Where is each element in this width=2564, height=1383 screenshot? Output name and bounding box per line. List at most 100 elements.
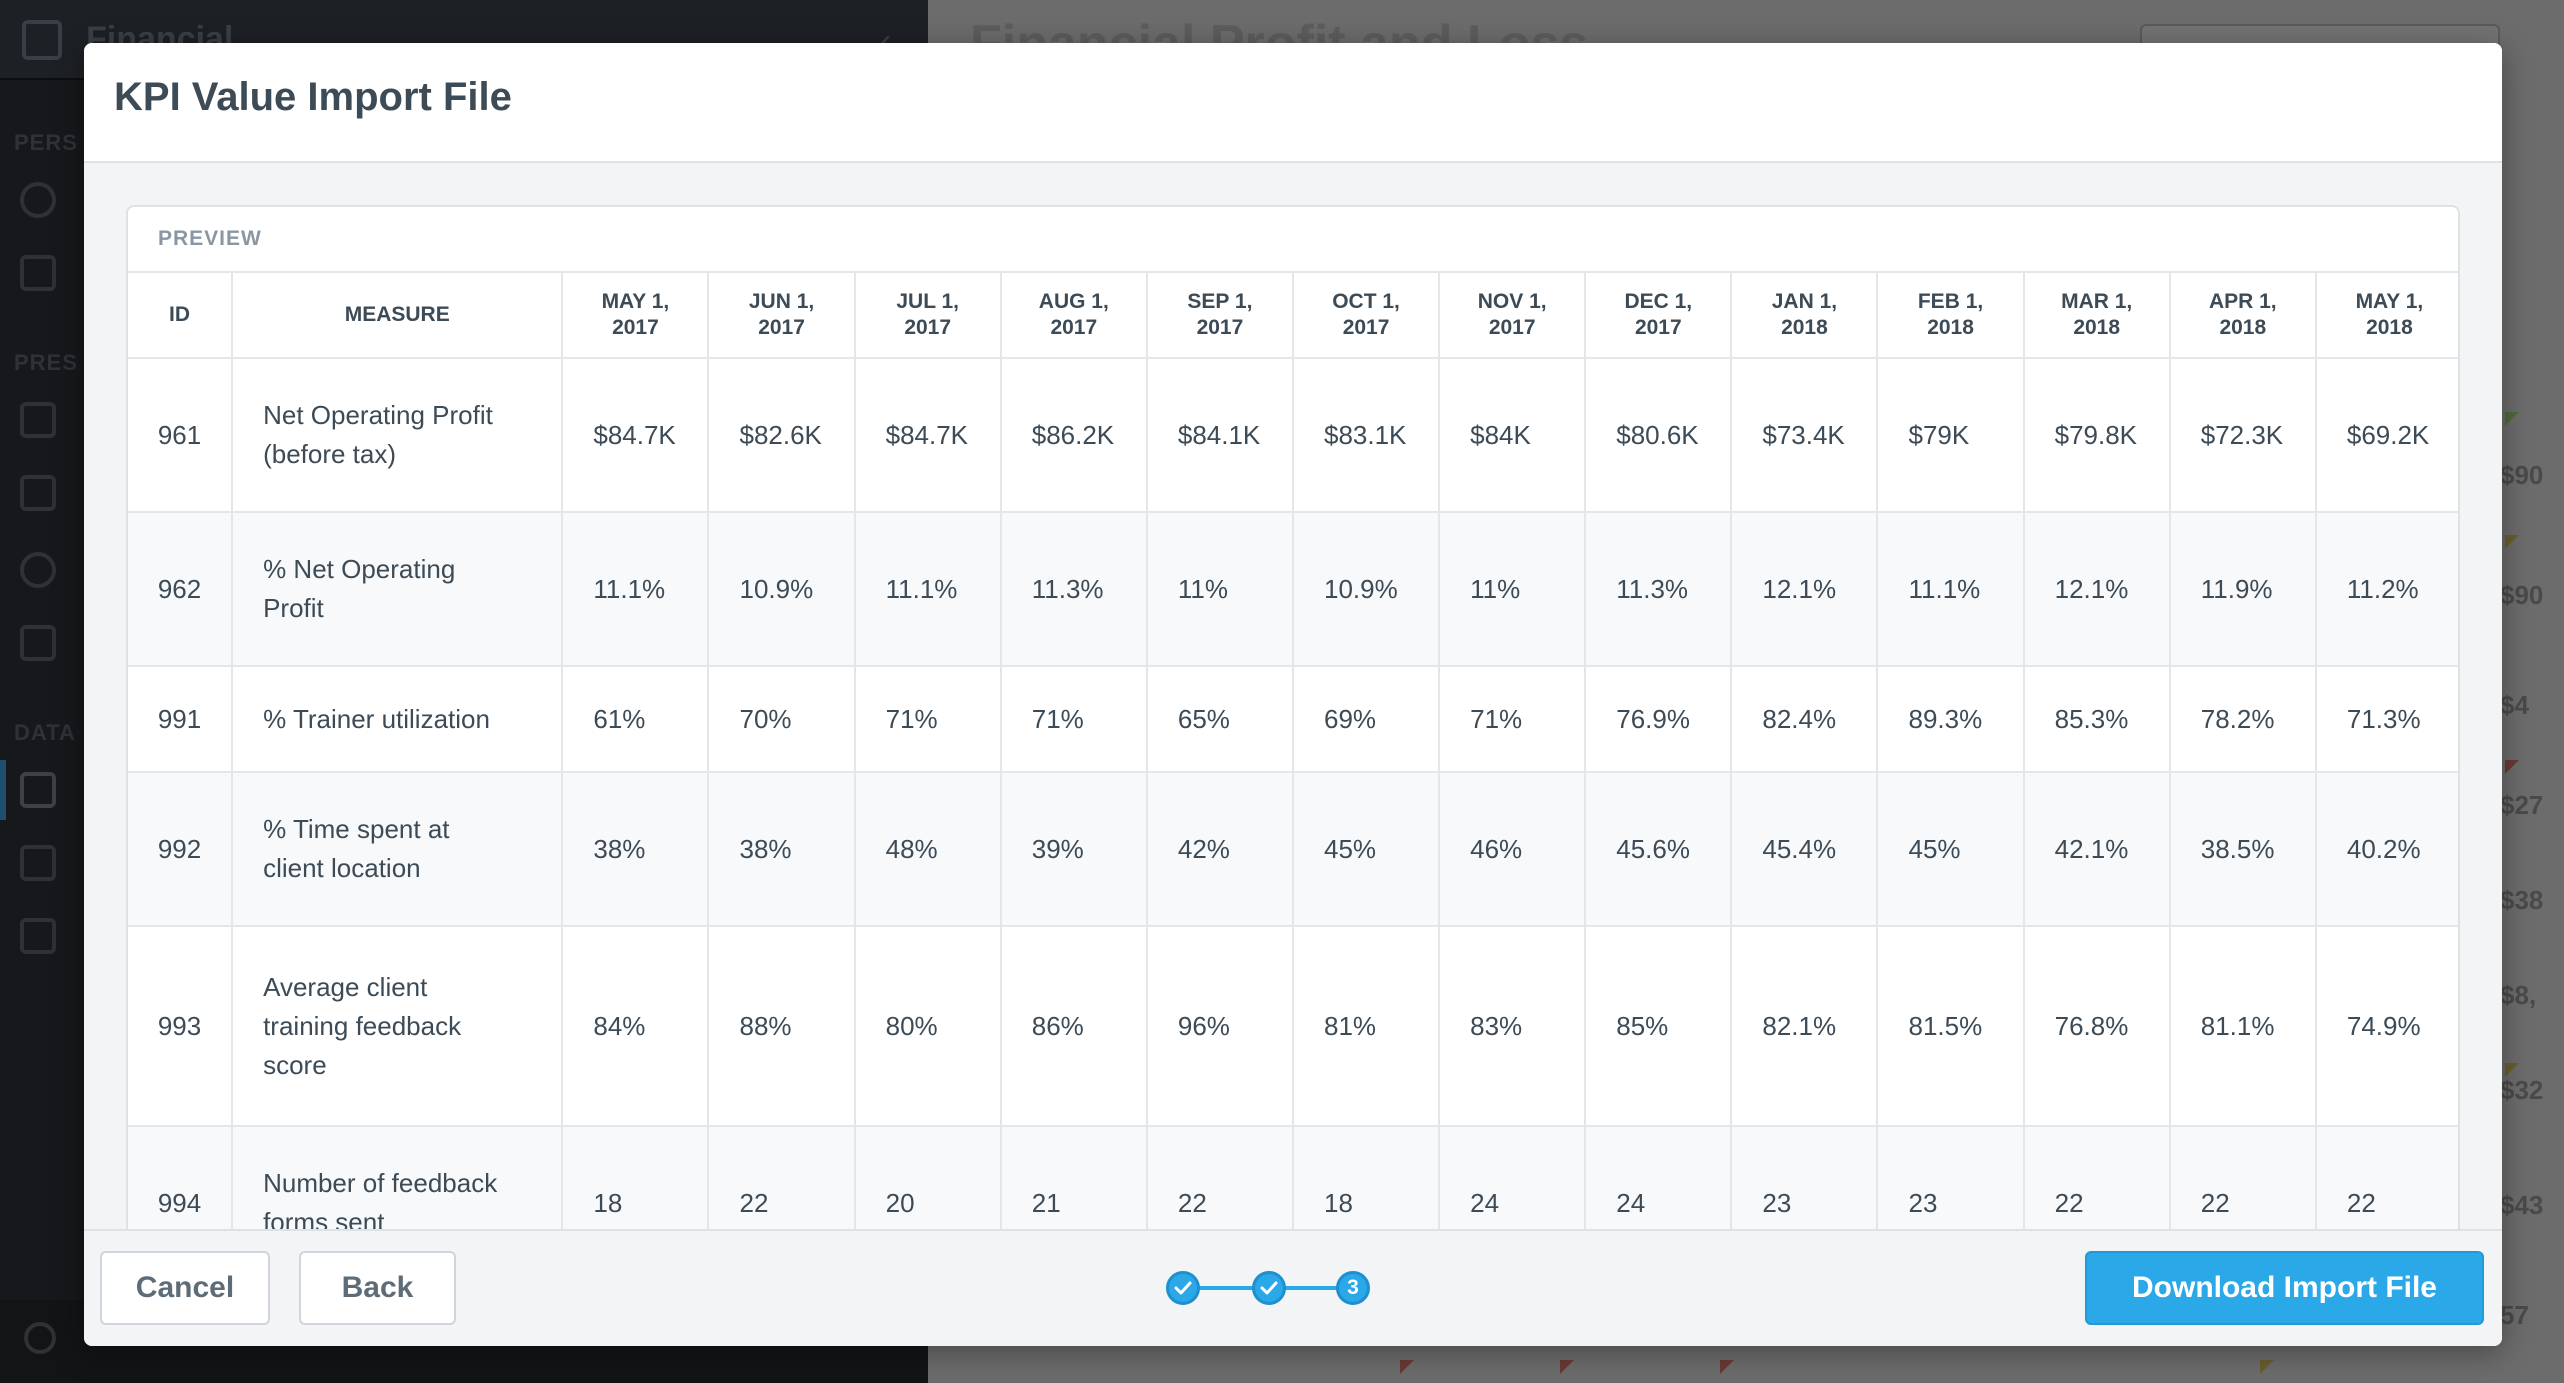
- cell-value: 88%: [707, 925, 856, 1127]
- cell-id: 962: [128, 511, 234, 667]
- column-header-date: OCT 1, 2017: [1291, 271, 1441, 359]
- status-flag-icon: [2505, 535, 2519, 549]
- status-flag-icon: [1560, 1360, 1574, 1374]
- cell-value: 46%: [1438, 771, 1587, 927]
- cell-value: 11%: [1145, 511, 1294, 667]
- measure-line: (before tax): [263, 439, 397, 469]
- cell-value: 11.1%: [853, 511, 1002, 667]
- cell-value: 45.4%: [1730, 771, 1879, 927]
- pie-chart-icon: [20, 552, 56, 588]
- download-import-file-button[interactable]: Download Import File: [2085, 1251, 2484, 1325]
- column-header-date: AUG 1, 2017: [999, 271, 1148, 359]
- column-header-date: MAY 1, 2018: [2314, 271, 2458, 359]
- check-icon: [1174, 1281, 1192, 1295]
- column-header-date-part: DEC 1,: [1624, 290, 1693, 313]
- table-row: 992% Time spent at client location 38% 38% 4…: [128, 771, 2458, 927]
- background-value: $43: [2500, 1190, 2544, 1220]
- step-number: 3: [1347, 1276, 1359, 1299]
- cell-value: 85.3%: [2022, 665, 2171, 773]
- status-flag-icon: [1400, 1360, 1414, 1374]
- cell-value: 84%: [561, 925, 710, 1127]
- cell-value: 86%: [999, 925, 1148, 1127]
- measure-line: % Trainer utilization: [263, 703, 490, 734]
- column-header-date-part: MAY 1,: [2355, 290, 2424, 313]
- column-header-date: JUL 1, 2017: [853, 271, 1002, 359]
- cell-value: 11.1%: [561, 511, 710, 667]
- preview-table: ID MEASURE MAY 1, 2017 JUN 1, 2017 JUL 1, 201…: [128, 271, 2458, 1303]
- column-header-date: JUN 1, 2017: [707, 271, 856, 359]
- cell-value: 61%: [561, 665, 710, 773]
- cell-value: 10.9%: [707, 511, 856, 667]
- background-value: 57: [2500, 1300, 2529, 1330]
- column-header-date: JAN 1, 2018: [1730, 271, 1879, 359]
- cell-value: $80.6K: [1584, 357, 1733, 513]
- cell-value: $82.6K: [707, 357, 856, 513]
- dashboard-icon: [20, 475, 56, 511]
- step-1-complete: [1166, 1271, 1200, 1305]
- cell-value: 82.4%: [1730, 665, 1879, 773]
- column-header-date: NOV 1, 2017: [1438, 271, 1587, 359]
- status-flag-icon: [2260, 1360, 2274, 1374]
- import-modal: KPI Value Import File PREVIEW ID MEASURE…: [84, 43, 2502, 1346]
- cell-value: 82.1%: [1730, 925, 1879, 1127]
- cell-value: 48%: [853, 771, 1002, 927]
- table-row: 993 Average client training feedback score 8…: [128, 925, 2458, 1127]
- wizard-stepper: 3: [1166, 1268, 1376, 1308]
- cell-value: 71%: [999, 665, 1148, 773]
- measure-line: training feedback: [263, 1010, 462, 1041]
- back-button[interactable]: Back: [299, 1251, 456, 1325]
- column-header-date: DEC 1, 2017: [1584, 271, 1733, 359]
- column-header-date-part: 2017: [1488, 316, 1536, 339]
- cell-value: 10.9%: [1291, 511, 1441, 667]
- modal-title: KPI Value Import File: [114, 75, 512, 119]
- cell-value: 71%: [1438, 665, 1587, 773]
- star-icon: [20, 255, 56, 291]
- cell-value: 42.1%: [2022, 771, 2171, 927]
- cell-value: 81%: [1291, 925, 1441, 1127]
- cell-value: $84.1K: [1145, 357, 1294, 513]
- cell-value: 81.5%: [1876, 925, 2025, 1127]
- background-section-label: DATA: [14, 720, 76, 745]
- measure-line: score: [263, 1049, 327, 1080]
- scorecard-icon: [20, 772, 56, 808]
- column-header-date-part: 2017: [758, 316, 805, 339]
- cancel-button[interactable]: Cancel: [100, 1251, 270, 1325]
- cell-value: 12.1%: [2022, 511, 2171, 667]
- cell-value: 42%: [1145, 771, 1294, 927]
- cell-value: 85%: [1584, 925, 1733, 1127]
- cell-value: 96%: [1145, 925, 1294, 1127]
- briefcase-icon: [22, 20, 62, 60]
- background-value: $4: [2500, 690, 2529, 720]
- column-header-date-part: JUN 1,: [748, 290, 815, 313]
- column-header-date: MAY 1, 2017: [561, 271, 710, 359]
- measure-line: Average client: [263, 971, 428, 1002]
- cell-measure: Net Operating Profit (before tax): [231, 357, 564, 513]
- column-header-date-part: JAN 1,: [1771, 290, 1838, 313]
- cell-value: 74.9%: [2314, 925, 2458, 1127]
- cell-value: $72.3K: [2168, 357, 2317, 513]
- background-value: $32: [2500, 1075, 2544, 1105]
- background-section-label: PRES: [14, 350, 78, 375]
- cell-value: 45%: [1291, 771, 1441, 927]
- cell-value: $69.2K: [2314, 357, 2458, 513]
- cell-value: 71%: [853, 665, 1002, 773]
- cell-id: 992: [128, 771, 234, 927]
- preview-label: PREVIEW: [158, 227, 262, 250]
- stepper-connector: [1196, 1286, 1256, 1290]
- background-value: $90: [2500, 460, 2544, 490]
- cell-value: $83.1K: [1291, 357, 1441, 513]
- book-icon: [20, 625, 56, 661]
- active-indicator: [0, 760, 6, 820]
- column-header-measure: MEASURE: [231, 271, 564, 359]
- column-header-date-part: 2018: [2073, 316, 2121, 339]
- column-header-date-part: MAR 1,: [2061, 290, 2133, 313]
- table-row: 991% Trainer utilization 61% 70% 71% 71% 65% 6…: [128, 665, 2458, 773]
- column-header-date-part: 2018: [1781, 316, 1828, 339]
- cell-value: 11%: [1438, 511, 1587, 667]
- column-header-date-part: 2018: [2219, 316, 2267, 339]
- cell-value: 81.1%: [2168, 925, 2317, 1127]
- status-flag-icon: [2505, 412, 2519, 426]
- column-header-date-part: 2017: [1196, 316, 1244, 339]
- table-row: 962% Net Operating Profit 11.1% 10.9% 11.1% 1…: [128, 511, 2458, 667]
- cell-value: $73.4K: [1730, 357, 1879, 513]
